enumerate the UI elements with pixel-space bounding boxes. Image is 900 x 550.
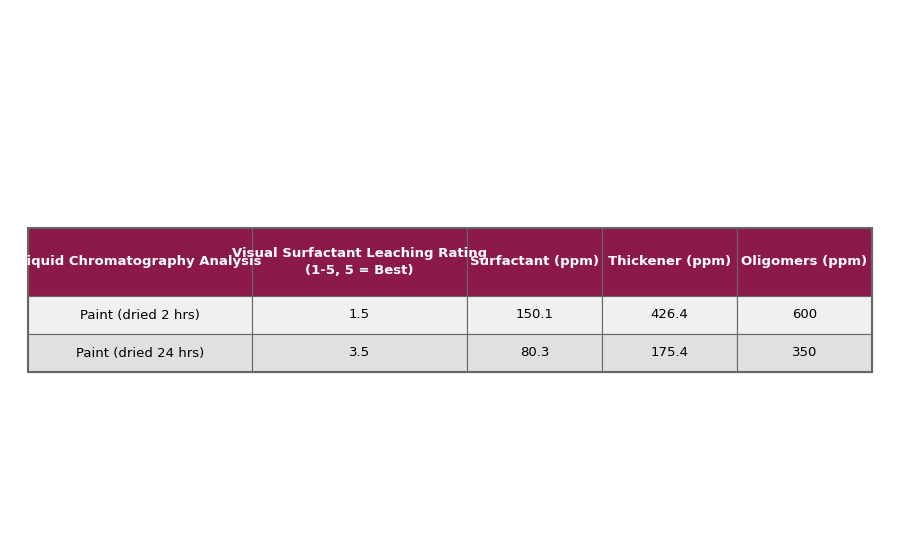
Bar bbox=[252, 334, 467, 372]
Text: 3.5: 3.5 bbox=[348, 346, 370, 360]
Text: 175.4: 175.4 bbox=[651, 346, 688, 360]
Bar bbox=[737, 296, 872, 334]
Bar bbox=[737, 334, 872, 372]
Text: Liquid Chromatography Analysis: Liquid Chromatography Analysis bbox=[18, 256, 262, 268]
Text: Visual Surfactant Leaching Rating
(1-5, 5 = Best): Visual Surfactant Leaching Rating (1-5, … bbox=[231, 248, 487, 277]
Text: Oligomers (ppm): Oligomers (ppm) bbox=[742, 256, 868, 268]
Bar bbox=[467, 228, 602, 296]
Text: Surfactant (ppm): Surfactant (ppm) bbox=[470, 256, 598, 268]
Text: 1.5: 1.5 bbox=[348, 309, 370, 322]
Text: Thickener (ppm): Thickener (ppm) bbox=[608, 256, 731, 268]
Bar bbox=[602, 334, 737, 372]
Bar bbox=[28, 296, 252, 334]
Bar bbox=[28, 228, 872, 372]
Text: Paint (dried 2 hrs): Paint (dried 2 hrs) bbox=[80, 309, 200, 322]
Bar bbox=[252, 228, 467, 296]
Bar bbox=[28, 228, 252, 296]
Bar bbox=[602, 296, 737, 334]
Bar bbox=[737, 228, 872, 296]
Bar bbox=[252, 296, 467, 334]
Bar bbox=[28, 334, 252, 372]
Text: 80.3: 80.3 bbox=[519, 346, 549, 360]
Bar bbox=[602, 228, 737, 296]
Bar bbox=[467, 334, 602, 372]
Bar bbox=[467, 296, 602, 334]
Text: 350: 350 bbox=[792, 346, 817, 360]
Text: 600: 600 bbox=[792, 309, 817, 322]
Text: 150.1: 150.1 bbox=[516, 309, 554, 322]
Text: Paint (dried 24 hrs): Paint (dried 24 hrs) bbox=[76, 346, 204, 360]
Text: 426.4: 426.4 bbox=[651, 309, 688, 322]
